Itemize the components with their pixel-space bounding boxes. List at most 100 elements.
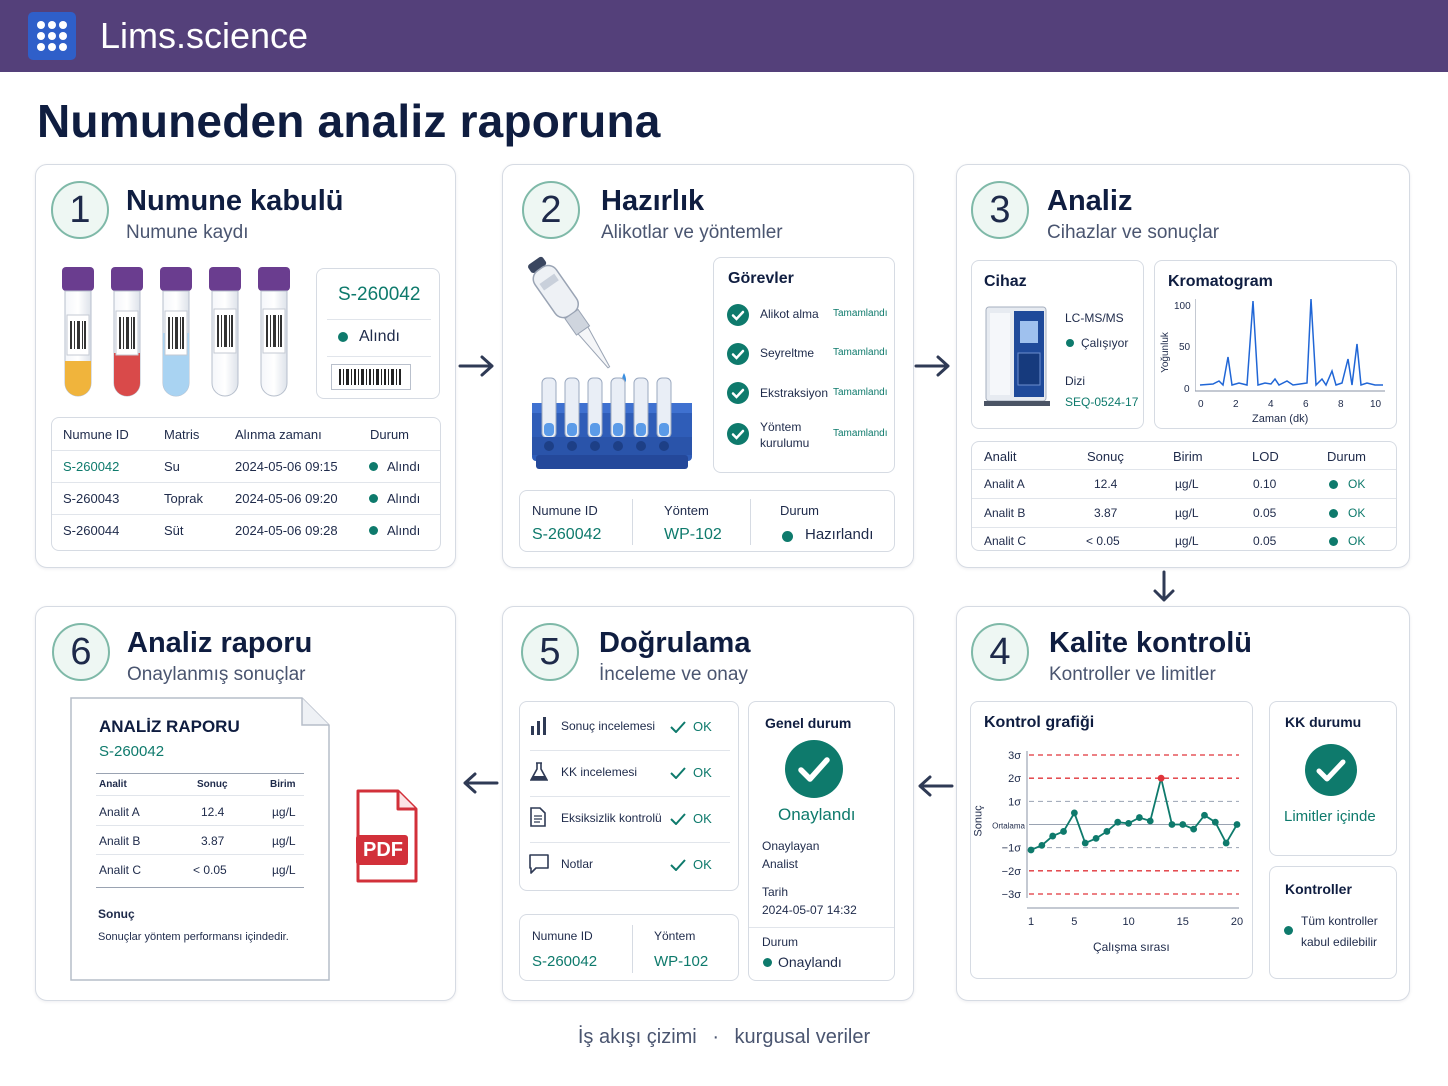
task-status: Tamamlandı xyxy=(833,308,888,319)
cell-status: OK xyxy=(1348,506,1366,520)
arrow-right-icon xyxy=(458,355,494,377)
report-title: ANALİZ RAPORU xyxy=(99,717,240,736)
date-value: 2024-05-07 14:32 xyxy=(762,903,857,917)
sequence-value: SEQ-0524-17 xyxy=(1065,395,1139,409)
col-header: Durum xyxy=(1327,449,1367,464)
document-icon xyxy=(530,807,546,827)
data-point xyxy=(1081,839,1089,847)
data-point xyxy=(1038,841,1046,849)
task-name: Yöntem xyxy=(760,420,802,434)
grid-icon[interactable] xyxy=(28,12,76,60)
field-value: Hazırlandı xyxy=(805,526,874,543)
step-number: 4 xyxy=(971,623,1029,681)
status-dot xyxy=(782,531,793,542)
cell-analyte: Analit B xyxy=(984,506,1026,520)
page-title: Numuneden analiz raporuna xyxy=(37,95,661,147)
top-bar: Lims.science xyxy=(0,0,1448,72)
controls-title: Kontroller xyxy=(1285,881,1352,897)
sample-status: Alındı xyxy=(359,328,400,345)
data-point xyxy=(1060,828,1067,835)
step-title: Hazırlık xyxy=(601,185,705,217)
out-of-control-point xyxy=(1157,774,1165,782)
task-status: Tamamlandı xyxy=(833,347,888,358)
cell-unit: µg/L xyxy=(272,805,296,819)
step-card-5: 5 Doğrulama İnceleme ve onay Sonuç incel… xyxy=(502,606,914,1001)
report-document[interactable]: ANALİZ RAPORU S-260042 Analit Sonuç Biri… xyxy=(70,697,330,981)
qc-status-value: Limitler içinde xyxy=(1284,808,1376,825)
step-title: Analiz xyxy=(1047,185,1133,217)
qc-check-icon xyxy=(1305,744,1357,796)
check-status: OK xyxy=(693,719,712,734)
arrow-left-icon xyxy=(463,772,499,794)
data-point xyxy=(1136,814,1143,821)
data-point xyxy=(1125,819,1132,827)
data-point xyxy=(1070,809,1078,817)
cell-id: S-260043 xyxy=(63,491,120,506)
cell-lod: 0.05 xyxy=(1253,534,1277,548)
field-label: Numune ID xyxy=(532,929,593,943)
step-card-2: 2 Hazırlık Alikotlar ve yöntemler xyxy=(502,164,914,568)
status-dot xyxy=(369,494,378,503)
col-header: Durum xyxy=(370,427,410,442)
col-header: Analit xyxy=(984,449,1017,464)
field-label: Yöntem xyxy=(654,929,696,943)
chromatogram-panel: Kromatogram Yoğunluk 100 50 0 0 2 4 6 8 … xyxy=(1154,260,1397,429)
tasks-panel: Görevler Alikot alma Tamamlandı Seyreltm… xyxy=(713,257,895,473)
pdf-label: PDF xyxy=(363,839,403,861)
approved-check-icon xyxy=(785,740,843,798)
status-dot xyxy=(1284,926,1293,935)
sequence-label: Dizi xyxy=(1065,374,1085,388)
cell-status: Alındı xyxy=(387,459,421,474)
pipette-rack-icon xyxy=(528,256,692,469)
pdf-download-icon[interactable]: PDF xyxy=(356,789,418,883)
device-name: LC-MS/MS xyxy=(1065,311,1124,325)
check-label: Sonuç incelemesi xyxy=(561,719,656,733)
control-chart-panel: Kontrol grafiği Sonuç Çalışma sırası 3σ 2… xyxy=(970,701,1253,979)
cell-status: Alındı xyxy=(387,523,421,538)
status-dot xyxy=(1329,509,1338,518)
cell-result: < 0.05 xyxy=(193,863,227,877)
task-name: Seyreltme xyxy=(760,346,815,360)
x-axis-label: Zaman (dk) xyxy=(1252,413,1309,425)
col-header: Alınma zamanı xyxy=(235,427,322,442)
check-icon xyxy=(727,304,749,326)
cell-result: 3.87 xyxy=(1094,506,1118,520)
step-title: Doğrulama xyxy=(599,627,751,659)
y-tick-label: 1σ xyxy=(1008,796,1021,808)
data-point xyxy=(1222,839,1230,847)
check-icon xyxy=(727,343,749,365)
device-status: Çalışıyor xyxy=(1081,336,1129,350)
controls-text: kabul edilebilir xyxy=(1301,935,1378,949)
x-tick: 10 xyxy=(1370,399,1382,410)
cell-unit: µg/L xyxy=(1175,477,1199,491)
y-tick-label: −2σ xyxy=(1002,866,1022,878)
y-tick-label: Ortalama xyxy=(992,822,1025,831)
check-status: OK xyxy=(693,811,712,826)
cell-status: OK xyxy=(1348,534,1366,548)
status-dot xyxy=(763,958,772,967)
date-label: Tarih xyxy=(762,885,789,899)
field-value: S-260042 xyxy=(532,526,602,543)
note-icon xyxy=(529,854,549,874)
col-header: Birim xyxy=(1173,449,1203,464)
step-number: 5 xyxy=(521,623,579,681)
verify-info-bar: Numune ID S-260042 Yöntem WP-102 xyxy=(519,914,739,981)
data-point xyxy=(1211,818,1219,826)
cell-analyte: Analit C xyxy=(984,534,1027,548)
approver-value: Analist xyxy=(762,857,799,871)
cell-time: 2024-05-06 09:15 xyxy=(235,459,338,474)
field-label: Yöntem xyxy=(664,503,709,518)
cell-matrix: Toprak xyxy=(164,491,204,506)
step-title: Numune kabulü xyxy=(126,185,344,217)
data-point xyxy=(1114,818,1122,826)
data-point xyxy=(1190,825,1198,833)
x-tick-label: 1 xyxy=(1028,916,1034,928)
review-checklist: Sonuç incelemesi OK KK incelemesi OK Eks… xyxy=(519,701,739,891)
cell-status: Alındı xyxy=(387,491,421,506)
status-dot xyxy=(369,526,378,535)
x-tick: 2 xyxy=(1233,399,1239,410)
document-sheet-icon xyxy=(70,697,330,981)
cell-analyte: Analit B xyxy=(99,834,141,848)
conclusion-text: Sonuçlar yöntem performansı içindedir. xyxy=(98,931,289,943)
